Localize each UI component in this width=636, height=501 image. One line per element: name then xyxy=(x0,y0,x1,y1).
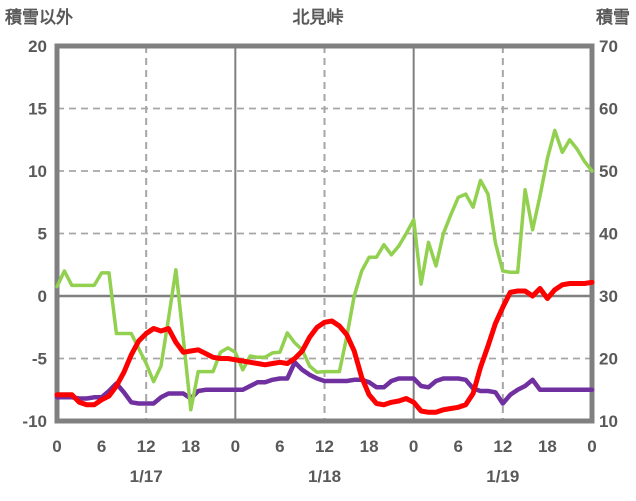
right-axis-tick-label: 50 xyxy=(599,162,618,181)
x-axis-tick-label: 0 xyxy=(231,437,240,456)
left-axis-tick-label: 10 xyxy=(28,162,47,181)
x-axis-tick-label: 18 xyxy=(181,437,200,456)
x-axis-tick-label: 12 xyxy=(315,437,334,456)
x-axis-tick-label: 0 xyxy=(52,437,61,456)
x-axis-tick-label: 6 xyxy=(275,437,284,456)
date-label: 1/17 xyxy=(130,467,163,486)
left-axis-title: 積雪以外 xyxy=(5,8,73,27)
left-axis-tick-label: -5 xyxy=(32,350,47,369)
right-axis-tick-label: 70 xyxy=(599,37,618,56)
x-axis-tick-label: 18 xyxy=(360,437,379,456)
x-axis-tick-label: 12 xyxy=(137,437,156,456)
left-axis-tick-label: 5 xyxy=(38,225,47,244)
right-axis-tick-label: 60 xyxy=(599,100,618,119)
plot-border xyxy=(54,43,595,424)
x-axis-tick-label: 0 xyxy=(587,437,596,456)
x-axis-tick-label: 6 xyxy=(454,437,463,456)
right-axis-tick-label: 10 xyxy=(599,412,618,431)
date-label: 1/18 xyxy=(308,467,341,486)
x-axis-tick-label: 12 xyxy=(493,437,512,456)
date-label: 1/19 xyxy=(486,467,519,486)
series-purple-line xyxy=(54,360,595,406)
x-axis-tick-label: 6 xyxy=(97,437,106,456)
left-axis-tick-label: 15 xyxy=(28,100,47,119)
right-axis-tick-label: 20 xyxy=(599,350,618,369)
left-axis-tick-label: -10 xyxy=(22,412,47,431)
series-red-line xyxy=(54,279,595,415)
right-axis-tick-label: 40 xyxy=(599,225,618,244)
series-green-snow-depth xyxy=(55,128,594,412)
right-axis-title: 積雪 xyxy=(596,8,630,27)
left-axis-tick-label: 0 xyxy=(38,287,47,306)
x-axis-tick-label: 18 xyxy=(538,437,557,456)
x-axis-tick-label: 0 xyxy=(409,437,418,456)
chart-title: 北見峠 xyxy=(292,8,344,27)
left-axis-tick-label: 20 xyxy=(28,37,47,56)
right-axis-tick-label: 30 xyxy=(599,287,618,306)
